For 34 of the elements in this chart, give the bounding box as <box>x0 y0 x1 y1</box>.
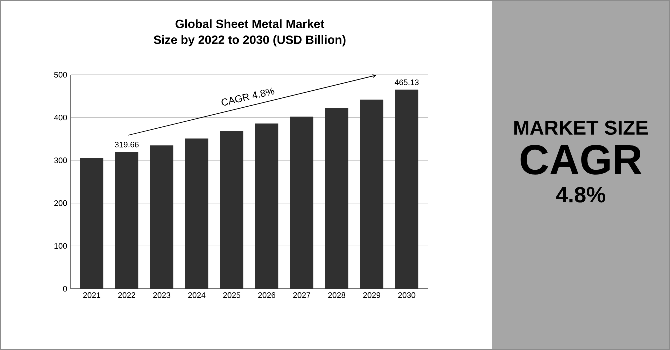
data-label: 465.13 <box>394 80 419 86</box>
bar <box>185 138 209 289</box>
x-tick-label: 2028 <box>328 292 346 298</box>
y-tick-label: 0 <box>63 286 68 292</box>
x-tick-label: 2023 <box>154 292 171 298</box>
bar <box>150 146 174 289</box>
bar <box>290 116 314 289</box>
chart-title: Global Sheet Metal Market <box>176 20 325 28</box>
bar <box>220 131 244 289</box>
data-label: 319.66 <box>115 142 139 148</box>
bar <box>395 90 419 289</box>
y-tick-label: 500 <box>54 72 68 78</box>
text: CAGR <box>520 145 642 175</box>
y-tick-label: 200 <box>54 200 68 206</box>
x-tick-label: 2021 <box>84 292 101 298</box>
x-tick-label: 2022 <box>118 292 136 298</box>
bar <box>255 124 279 289</box>
chart-subtitle: Size by 2022 to 2030 (USD Billion) <box>154 35 346 47</box>
x-tick-label: 2030 <box>398 292 416 298</box>
x-tick-label: 2024 <box>188 292 206 298</box>
bar <box>115 152 139 289</box>
x-tick-label: 2025 <box>224 292 241 298</box>
x-tick-label: 2026 <box>258 292 276 298</box>
x-tick-label: 2027 <box>294 292 310 298</box>
bar <box>80 158 104 289</box>
x-tick-label: 2029 <box>364 292 381 298</box>
text: 4.8% <box>556 187 606 203</box>
annotation: CAGR 4.8% <box>222 88 275 106</box>
bar <box>360 100 384 289</box>
bar <box>325 108 349 289</box>
text: MARKET SIZE <box>514 120 648 136</box>
y-tick-label: 300 <box>54 158 68 164</box>
y-tick-label: 100 <box>54 243 68 250</box>
y-tick-label: 400 <box>54 114 68 121</box>
